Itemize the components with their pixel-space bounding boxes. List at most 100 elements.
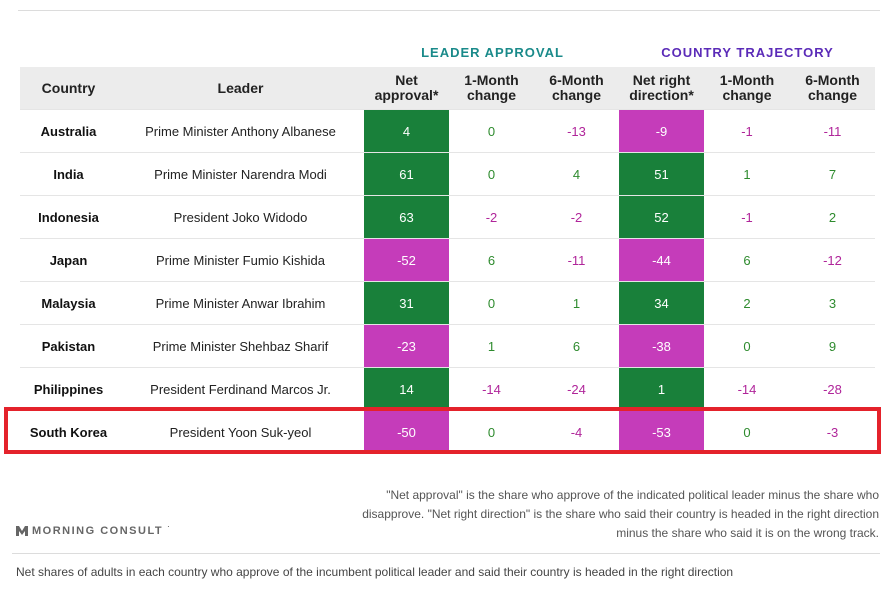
country-cell: Malaysia [20,281,117,325]
leader-cell: Prime Minister Narendra Modi [117,152,364,196]
col-header-country: Country [20,67,117,110]
net-right-cell: -38 [619,324,704,368]
direction-6m-cell: 3 [790,281,875,325]
country-cell: South Korea [20,410,117,453]
direction-1m-cell: 0 [704,410,790,453]
col-header-net-approval-line1: Net [395,72,418,88]
country-cell: Pakistan [20,324,117,368]
table-row: Australia Prime Minister Anthony Albanese… [20,109,875,153]
col-header-approval-1m: 1-Month change [449,67,534,110]
approval-6m-cell: -24 [534,367,619,411]
col-header-net-approval: Net approval* [364,67,449,110]
col-header-direction-6m: 6-Month change [790,67,875,110]
net-right-cell: 52 [619,195,704,239]
approval-6m-cell: -2 [534,195,619,239]
net-approval-cell: -52 [364,238,449,282]
col-header-net-right-line2: direction* [629,87,694,103]
table-row: Pakistan Prime Minister Shehbaz Sharif -23… [20,324,875,368]
col-header-approval-6m: 6-Month change [534,67,619,110]
col-header-direction-1m-line1: 1-Month [719,72,775,88]
direction-6m-cell: 2 [790,195,875,239]
leader-cell: Prime Minister Shehbaz Sharif [117,324,364,368]
net-approval-cell: 61 [364,152,449,196]
approval-1m-cell: -14 [449,367,534,411]
approval-6m-cell: -11 [534,238,619,282]
direction-1m-cell: 1 [704,152,790,196]
direction-6m-cell: 7 [790,152,875,196]
col-header-net-approval-line2: approval* [374,87,439,103]
direction-6m-cell: -3 [790,410,875,453]
col-header-approval-1m-line2: change [466,87,516,103]
direction-1m-cell: -1 [704,109,790,153]
col-header-net-right: Net right direction* [619,67,704,110]
approval-table: Country Leader Net approval* 1-Month chang… [20,67,875,453]
table-row: Japan Prime Minister Fumio Kishida -52 6 -11… [20,238,875,282]
col-header-approval-6m-line1: 6-Month [549,72,604,88]
morning-consult-logo: MORNING CONSULT ˙ [16,525,172,537]
col-header-net-right-line1: Net right [632,72,691,88]
approval-1m-cell: -2 [449,195,534,239]
leader-approval-header: LEADER APPROVAL [421,45,564,60]
approval-6m-cell: 1 [534,281,619,325]
approval-1m-cell: 0 [449,410,534,453]
table-row: Indonesia President Joko Widodo 63 -2 -2 52 -1… [20,195,875,239]
col-header-approval-6m-line2: change [551,87,601,103]
direction-1m-cell: 0 [704,324,790,368]
direction-1m-cell: 2 [704,281,790,325]
morning-consult-logo-icon [16,526,28,536]
leader-cell: President Ferdinand Marcos Jr. [117,367,364,411]
approval-6m-cell: 4 [534,152,619,196]
country-cell: Philippines [20,367,117,411]
table-row: India Prime Minister Narendra Modi 61 0 4 51 1… [20,152,875,196]
leader-cell: Prime Minister Anthony Albanese [117,109,364,153]
approval-6m-cell: -4 [534,410,619,453]
table-row: Philippines President Ferdinand Marcos Jr… [20,367,875,411]
country-cell: India [20,152,117,196]
net-approval-cell: -23 [364,324,449,368]
bottom-divider [12,553,880,554]
col-header-approval-1m-line1: 1-Month [464,72,519,88]
approval-1m-cell: 0 [449,109,534,153]
approval-1m-cell: 6 [449,238,534,282]
net-right-cell: -9 [619,109,704,153]
chart-caption: Net shares of adults in each country who… [16,565,734,579]
direction-1m-cell: -14 [704,367,790,411]
col-header-direction-6m-line1: 6-Month [805,72,860,88]
logo-text: MORNING CONSULT [32,525,164,537]
top-divider [18,10,880,11]
country-cell: Japan [20,238,117,282]
net-approval-cell: 4 [364,109,449,153]
country-trajectory-header: COUNTRY TRAJECTORY [661,45,834,60]
leader-cell: President Joko Widodo [117,195,364,239]
net-right-cell: 51 [619,152,704,196]
net-right-cell: -53 [619,410,704,453]
direction-6m-cell: 9 [790,324,875,368]
net-right-cell: -44 [619,238,704,282]
approval-6m-cell: -13 [534,109,619,153]
direction-1m-cell: -1 [704,195,790,239]
net-approval-cell: 14 [364,367,449,411]
table-header-row: Country Leader Net approval* 1-Month chang… [20,67,875,110]
col-header-leader: Leader [117,67,364,110]
approval-1m-cell: 0 [449,281,534,325]
direction-1m-cell: 6 [704,238,790,282]
leader-cell: Prime Minister Fumio Kishida [117,238,364,282]
leader-cell: President Yoon Suk-yeol [117,410,364,453]
direction-6m-cell: -12 [790,238,875,282]
logo-mark: ˙ [167,525,173,537]
col-header-direction-1m: 1-Month change [704,67,790,110]
approval-1m-cell: 0 [449,152,534,196]
net-approval-cell: 63 [364,195,449,239]
direction-6m-cell: -11 [790,109,875,153]
net-right-cell: 34 [619,281,704,325]
table-body: Australia Prime Minister Anthony Albanese… [20,109,875,453]
net-approval-cell: -50 [364,410,449,453]
footnote: "Net approval" is the share who approve … [362,488,879,540]
net-approval-cell: 31 [364,281,449,325]
table-row: South Korea President Yoon Suk-yeol -50 0 -4… [20,410,875,453]
country-cell: Australia [20,109,117,153]
approval-6m-cell: 6 [534,324,619,368]
country-cell: Indonesia [20,195,117,239]
table-row: Malaysia Prime Minister Anwar Ibrahim 31 0 1… [20,281,875,325]
col-header-direction-1m-line2: change [722,87,772,103]
